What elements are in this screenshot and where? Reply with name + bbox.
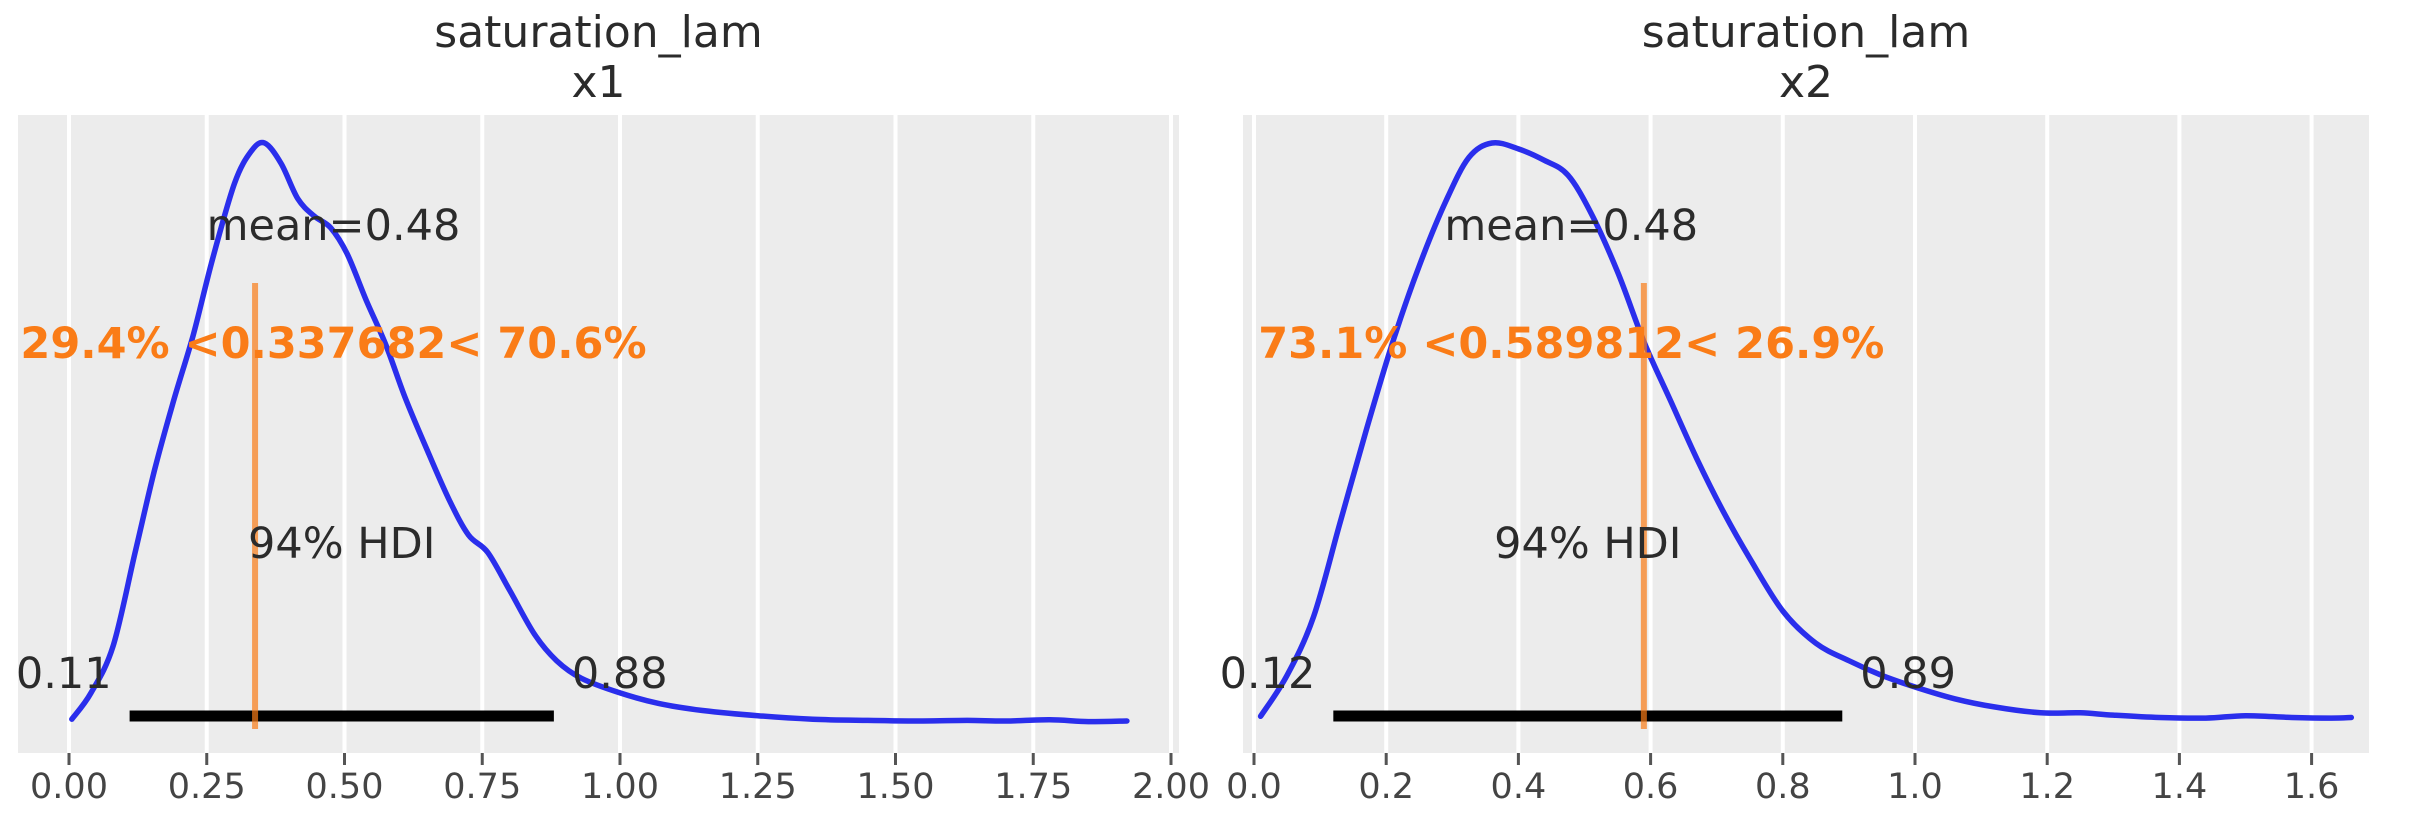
x-tick-label: 1.6 (2283, 767, 2340, 807)
x-tick-label: 0.8 (1754, 767, 1811, 807)
title-varname: saturation_lam (1641, 7, 1971, 58)
x-tick-label: 0.75 (443, 767, 522, 807)
x-tick-label: 0.0 (1226, 767, 1282, 807)
panel-background (1243, 115, 2369, 753)
panel-title: saturation_lam x1 (434, 8, 762, 108)
hdi-upper-label: 0.88 (571, 649, 668, 699)
x-tick-label: 0.00 (30, 767, 108, 807)
x-tick-label: 1.0 (1887, 767, 1943, 807)
ref-interval-label: 29.4% <0.337682< 70.6% (20, 319, 647, 369)
x-tick-label: 0.50 (305, 767, 384, 807)
x-tick-label: 1.4 (2151, 767, 2208, 807)
mean-label: mean=0.48 (1444, 201, 1699, 251)
x-tick-label: 0.4 (1490, 767, 1547, 807)
title-varname: saturation_lam (434, 7, 763, 58)
x-tick-label: 0.25 (167, 767, 246, 807)
ref-interval-label: 73.1% <0.589812< 26.9% (1258, 319, 1885, 369)
kde-curve (69, 139, 1130, 725)
x-tick-label: 1.00 (581, 767, 659, 807)
x-tick-label: 0.2 (1358, 767, 1415, 807)
x-tick-label: 0.6 (1622, 767, 1679, 807)
x-tick-label: 1.75 (994, 767, 1073, 807)
panel-background (18, 115, 1179, 753)
mean-label: mean=0.48 (206, 201, 461, 251)
hdi-lower-label: 0.11 (15, 649, 112, 699)
hdi-label: 94% HDI (1494, 519, 1682, 569)
x-tick-label: 1.25 (718, 767, 797, 807)
hdi-label: 94% HDI (248, 519, 436, 569)
panel-title: saturation_lam x2 (1642, 8, 1970, 108)
title-coord: x2 (1778, 57, 1834, 108)
hdi-lower-label: 0.12 (1219, 649, 1316, 699)
hdi-upper-label: 0.89 (1860, 649, 1957, 699)
title-coord: x1 (571, 57, 626, 108)
kde-curve (1257, 139, 2355, 721)
x-tick-label: 1.50 (856, 767, 935, 807)
x-tick-label: 2.00 (1132, 767, 1210, 807)
x-tick-label: 1.2 (2019, 767, 2076, 807)
